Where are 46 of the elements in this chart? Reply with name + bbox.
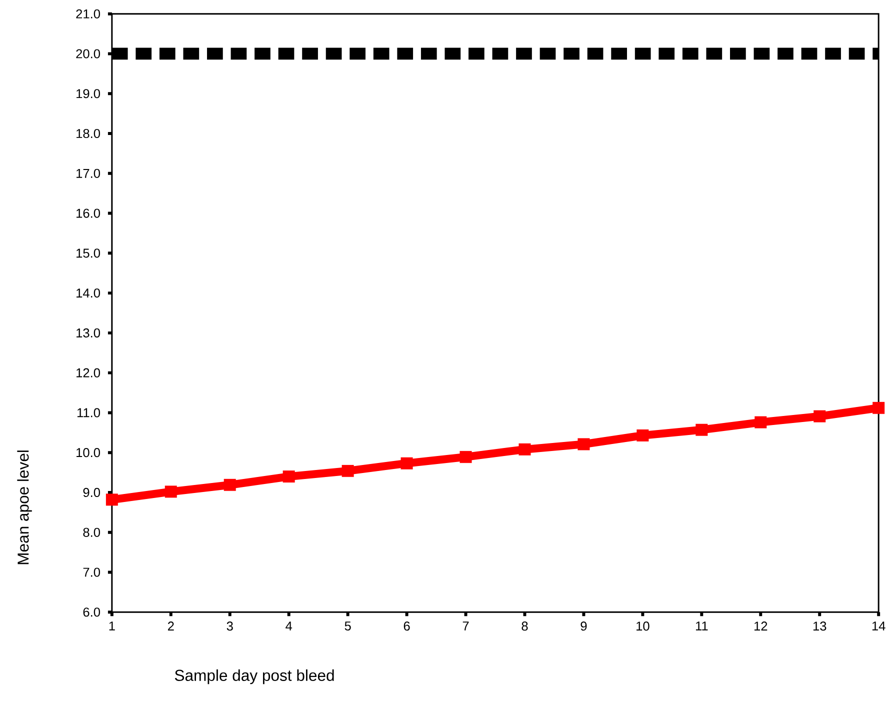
y-tick-label: 6.0 (83, 608, 100, 617)
x-tick-label: 14 (872, 622, 886, 630)
point (754, 416, 767, 428)
x-tick-label: 13 (813, 622, 826, 631)
y-tick-label: 15.0 (76, 248, 100, 258)
x-tick-label: 3 (226, 622, 233, 631)
x-tick-label: 2 (168, 622, 174, 630)
y-tick-label: 16.0 (76, 208, 100, 218)
point (460, 450, 472, 463)
x-tick-label: 8 (522, 622, 528, 631)
y-tick-label: 10.0 (76, 448, 100, 458)
point (400, 457, 413, 470)
point (872, 402, 885, 414)
x-tick-label: 4 (286, 622, 292, 630)
point (696, 424, 708, 436)
point (342, 464, 354, 477)
y-tick-label: 9.0 (83, 488, 100, 497)
point (106, 494, 118, 506)
x-tick-label: 1 (109, 622, 115, 630)
y-tick-label: 21.0 (76, 9, 100, 18)
y-tick-label: 13.0 (76, 328, 100, 338)
x-tick-label: 9 (580, 622, 587, 631)
x-tick-label: 7 (462, 622, 469, 630)
point (164, 486, 177, 498)
x-tick-label: 11 (696, 622, 708, 630)
y-tick-label: 12.0 (76, 368, 100, 378)
x-tick-label: 6 (404, 622, 410, 631)
y-tick-label: 17.0 (76, 168, 100, 178)
y-tick-label: 19.0 (76, 89, 100, 98)
y-tick-label: 20.0 (76, 49, 100, 58)
point (224, 478, 236, 491)
x-tick-label: 12 (754, 622, 768, 630)
point (578, 438, 590, 450)
x-tick-label: 5 (344, 622, 351, 630)
point (636, 429, 649, 442)
y-tick-label: 18.0 (76, 128, 100, 138)
point (814, 410, 826, 422)
point (282, 470, 295, 482)
y-tick-label: 8.0 (83, 528, 100, 537)
y-axis-title: Mean apoe level (17, 450, 32, 564)
y-tick-label: 11.0 (77, 408, 100, 418)
x-axis-title: Sample day post bleed (174, 669, 334, 684)
y-tick-label: 7.0 (83, 568, 100, 577)
x-tick-label: 10 (636, 622, 650, 631)
y-tick-label: 14.0 (76, 288, 100, 298)
point (518, 443, 531, 456)
